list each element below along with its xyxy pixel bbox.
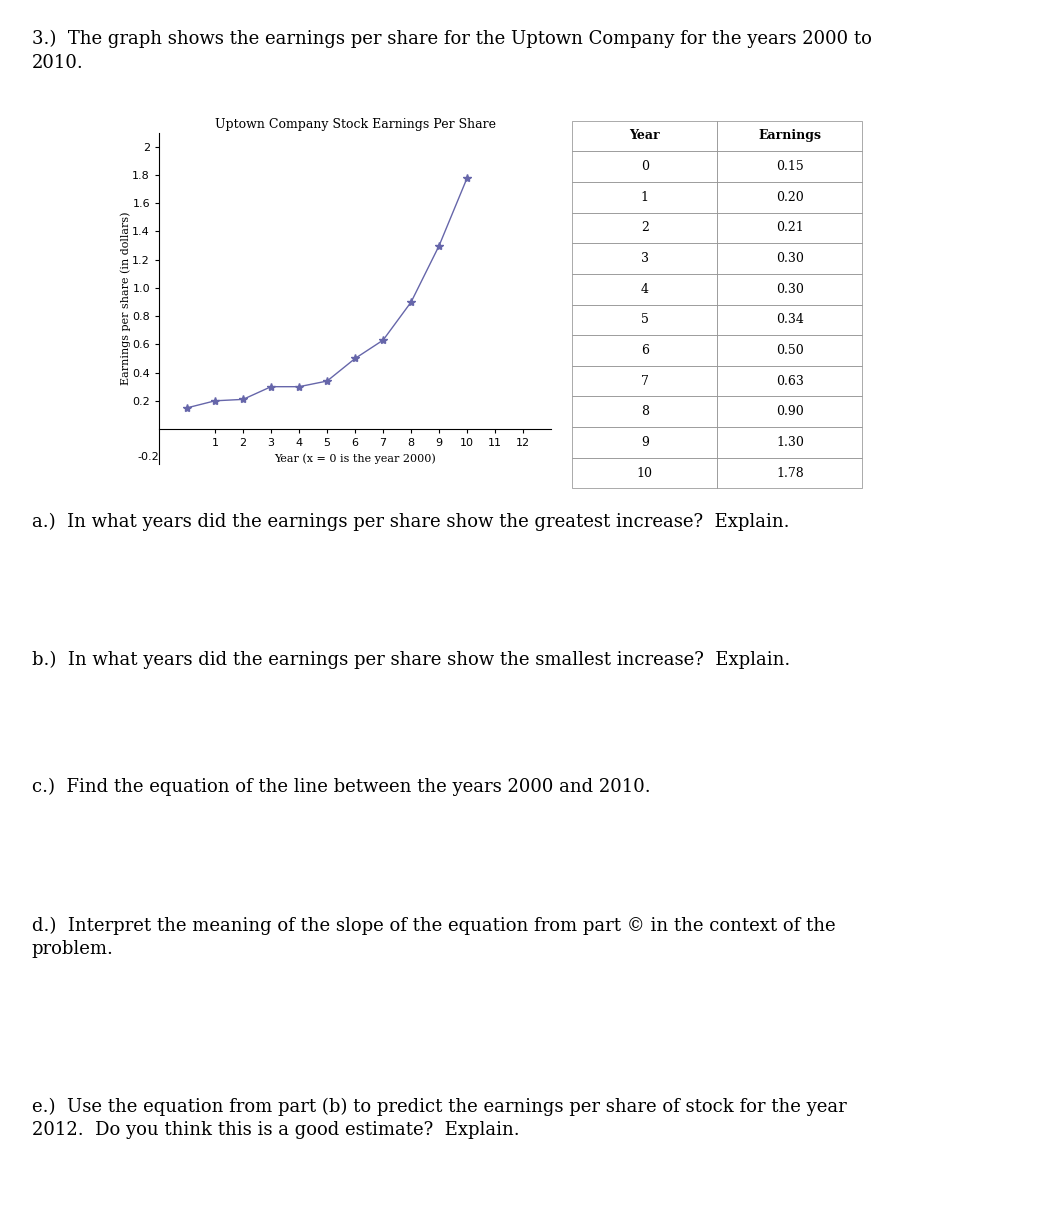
X-axis label: Year (x = 0 is the year 2000): Year (x = 0 is the year 2000)	[275, 453, 436, 464]
Text: -0.2: -0.2	[137, 452, 159, 462]
Text: e.)  Use the equation from part (b) to predict the earnings per share of stock f: e.) Use the equation from part (b) to pr…	[32, 1097, 847, 1140]
Text: c.)  Find the equation of the line between the years 2000 and 2010.: c.) Find the equation of the line betwee…	[32, 778, 651, 796]
Y-axis label: Earnings per share (in dollars): Earnings per share (in dollars)	[120, 212, 130, 385]
Text: d.)  Interpret the meaning of the slope of the equation from part © in the conte: d.) Interpret the meaning of the slope o…	[32, 917, 835, 959]
Text: b.)  In what years did the earnings per share show the smallest increase?  Expla: b.) In what years did the earnings per s…	[32, 651, 790, 669]
Title: Uptown Company Stock Earnings Per Share: Uptown Company Stock Earnings Per Share	[214, 118, 496, 131]
Text: a.)  In what years did the earnings per share show the greatest increase?  Expla: a.) In what years did the earnings per s…	[32, 513, 790, 531]
Text: 3.)  The graph shows the earnings per share for the Uptown Company for the years: 3.) The graph shows the earnings per sha…	[32, 30, 871, 72]
